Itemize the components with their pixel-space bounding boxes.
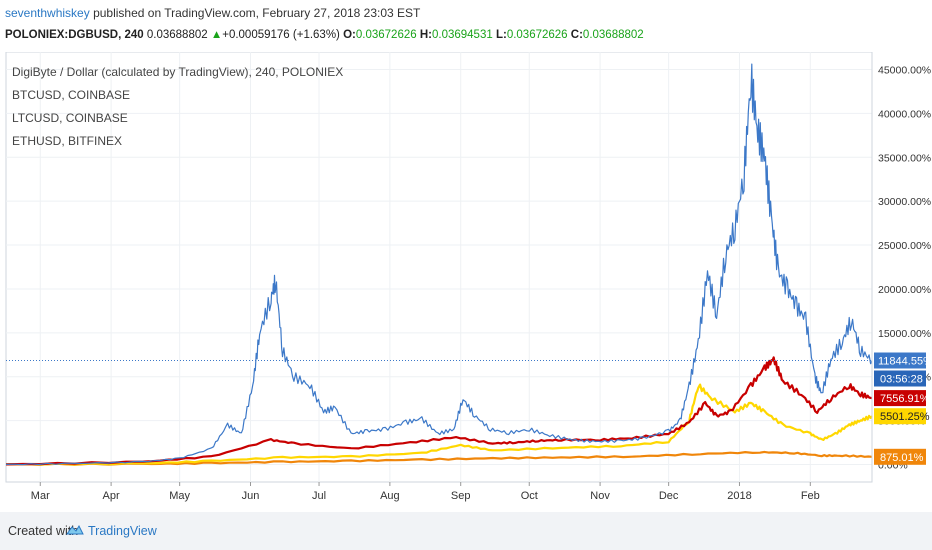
price-change: +0.00059176 (+1.63%): [222, 29, 340, 41]
eth-price-text: 875.01%: [880, 452, 924, 464]
chart-svg[interactable]: DigiByte / Dollar (calculated by Trading…: [0, 51, 932, 512]
close-label: C:: [570, 29, 583, 41]
open-value: 0.03672626: [355, 29, 417, 41]
series-line-btc: [5, 356, 873, 466]
ltc-price-badge: [874, 408, 926, 425]
open-label: O:: [343, 29, 356, 41]
legend-item-dgb: DigiByte / Dollar (calculated by Trading…: [12, 65, 343, 79]
x-tick-label: Jul: [312, 490, 326, 502]
footer: Created with TradingView: [0, 512, 932, 550]
x-tick-label: Apr: [103, 490, 120, 502]
x-tick-label: Nov: [590, 490, 610, 502]
x-axis[interactable]: Mar Apr May Jun Jul Aug Sep Oct Nov Dec 2018 Feb: [31, 482, 820, 502]
publish-info: published on TradingView.com, February 2…: [93, 6, 421, 20]
series-line-dgb: [5, 63, 873, 466]
x-tick-label: Sep: [451, 490, 471, 502]
btc-price-badge: [874, 390, 926, 407]
ltc-price-text: 5501.25%: [880, 411, 930, 423]
x-tick-label: 2018: [727, 490, 751, 502]
btc-price-text: 7556.91%: [880, 393, 930, 405]
created-with-text: Created with: [8, 524, 79, 538]
chart-area[interactable]: DigiByte / Dollar (calculated by Trading…: [0, 51, 932, 512]
last-price: 0.03688802: [146, 29, 208, 41]
x-tick-label: Dec: [659, 490, 679, 502]
y-tick-label: 25000.00%: [878, 240, 931, 252]
close-value: 0.03688802: [582, 29, 644, 41]
price-badges: 11844.55% 03:56:28 7556.91% 5501.25% 875…: [874, 352, 932, 465]
y-tick-label: 40000.00%: [878, 108, 931, 120]
x-tick-label: Mar: [31, 490, 50, 502]
y-tick-label: 20000.00%: [878, 284, 931, 296]
timer-badge: [874, 370, 926, 387]
author-link[interactable]: seventhwhiskey: [5, 6, 90, 20]
dgb-price-text: 11844.55%: [878, 356, 932, 368]
legend-item-eth: ETHUSD, BITFINEX: [12, 134, 122, 148]
symbol-name: POLONIEX:DGBUSD, 240: [5, 29, 144, 41]
x-tick-label: Jun: [242, 490, 260, 502]
chart-legend: DigiByte / Dollar (calculated by Trading…: [12, 65, 343, 148]
eth-price-badge: [874, 448, 926, 465]
y-tick-label: 15000.00%: [878, 328, 931, 340]
x-tick-label: Feb: [801, 490, 820, 502]
dgb-price-badge: [874, 352, 926, 369]
series-line-ltc: [5, 383, 873, 466]
low-label: L:: [495, 29, 507, 41]
series-lines: [5, 63, 873, 466]
legend-item-btc: BTCUSD, COINBASE: [12, 88, 130, 102]
y-tick-label: 35000.00%: [878, 152, 931, 164]
x-tick-label: May: [169, 490, 190, 502]
publish-line: seventhwhiskey published on TradingView.…: [5, 6, 420, 20]
tradingview-link[interactable]: TradingView: [88, 524, 157, 538]
x-tick-label: Oct: [521, 490, 538, 502]
timer-text: 03:56:28: [880, 374, 923, 386]
y-tick-label: 45000.00%: [878, 65, 931, 77]
up-arrow-icon: ▲: [210, 29, 223, 41]
series-line-eth: [5, 450, 873, 466]
plot-frame: [5, 51, 873, 483]
y-tick-label: 30000.00%: [878, 196, 931, 208]
symbol-line: POLONIEX:DGBUSD, 240 0.03688802 ▲+0.0005…: [5, 29, 644, 41]
high-value: 0.03694531: [431, 29, 493, 41]
grid-lines: [6, 52, 872, 482]
legend-item-ltc: LTCUSD, COINBASE: [12, 111, 128, 125]
tradingview-logo-icon[interactable]: [66, 523, 84, 537]
high-label: H:: [419, 29, 432, 41]
x-tick-label: Aug: [380, 490, 400, 502]
low-value: 0.03672626: [506, 29, 568, 41]
